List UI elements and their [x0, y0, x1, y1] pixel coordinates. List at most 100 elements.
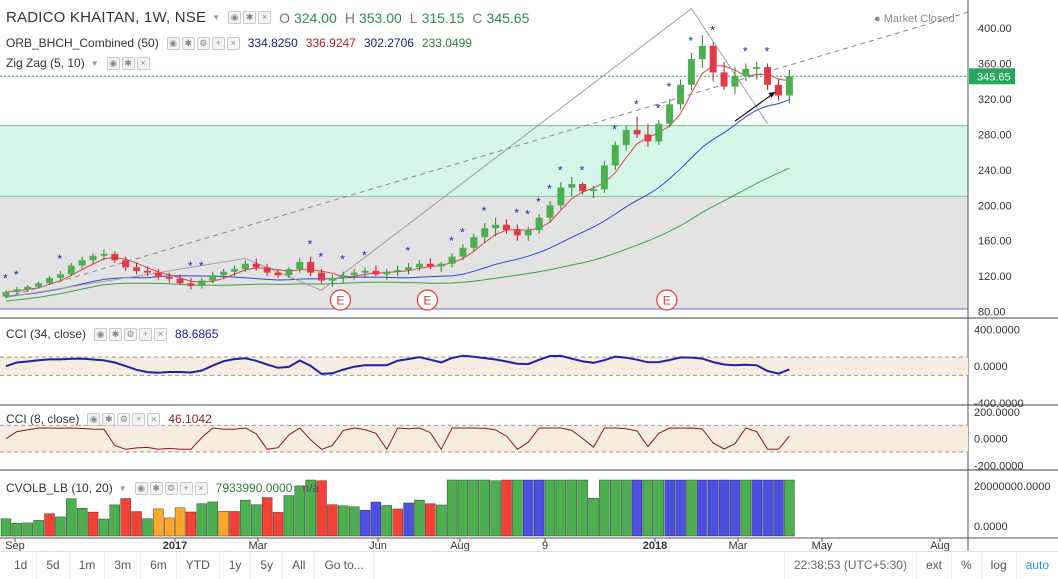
volume-bar	[751, 479, 762, 537]
cci8-controls[interactable]: ◉ ✱ ⚙ + ×	[87, 412, 161, 426]
plus-icon[interactable]: +	[211, 36, 225, 50]
plus-icon[interactable]: +	[179, 481, 193, 495]
zigzag-controls[interactable]: ◉ ✱ ×	[106, 56, 150, 70]
cvol-label[interactable]: CVOLB_LB (10, 20)	[6, 481, 113, 495]
signal-star-icon: *	[710, 23, 715, 37]
eye-icon[interactable]: ◉	[134, 481, 148, 495]
volume-bar	[740, 479, 752, 537]
zigzag-legend[interactable]: Zig Zag (5, 10) ▼ ◉ ✱ ×	[6, 56, 154, 70]
chevron-down-icon[interactable]: ▼	[118, 483, 127, 493]
close-icon[interactable]: ×	[154, 327, 168, 341]
plus-icon[interactable]: +	[139, 327, 153, 341]
signal-star-icon: *	[308, 238, 313, 252]
orb-label[interactable]: ORB_BHCH_Combined (50)	[6, 36, 159, 50]
gear-icon[interactable]: ✱	[149, 481, 163, 495]
cci8-band	[0, 425, 968, 452]
plus-icon[interactable]: +	[132, 412, 146, 426]
volume-bar	[664, 479, 675, 537]
candle-body	[361, 270, 369, 273]
chart-svg[interactable]: * * * * * * * * * * * * * * * * * * * * * * * * * * * E E E 80.00 120.0…	[0, 0, 1058, 552]
signal-star-icon: *	[14, 268, 19, 282]
settings-icon[interactable]: ⚙	[164, 481, 178, 495]
signal-star-icon: *	[525, 208, 530, 222]
volume-bar	[729, 479, 741, 537]
candle-body	[448, 256, 456, 264]
candle-body	[590, 189, 598, 192]
signal-star-icon: *	[580, 163, 585, 177]
zigzag-label[interactable]: Zig Zag (5, 10)	[6, 56, 85, 70]
range-all[interactable]: All	[283, 552, 316, 579]
cci34-tick-label: 0.0000	[974, 361, 1008, 373]
candle-body	[307, 261, 315, 273]
close-icon[interactable]: ×	[136, 56, 150, 70]
chevron-down-icon[interactable]: ▼	[90, 58, 99, 68]
ext-button[interactable]: ext	[915, 552, 951, 579]
candle-body	[557, 187, 565, 206]
x-tick-label: Jun	[369, 540, 387, 551]
range-1y[interactable]: 1y	[220, 552, 252, 579]
volume-bar	[566, 479, 577, 537]
volume-bar	[185, 511, 197, 537]
candle-body	[470, 237, 478, 248]
close-value: 345.65	[486, 9, 530, 26]
range-buttons: 1d 5d 1m 3m 6m YTD 1y 5y All Go to...	[0, 552, 374, 579]
eye-icon[interactable]: ◉	[228, 11, 242, 24]
eye-icon[interactable]: ◉	[87, 412, 101, 426]
range-5d[interactable]: 5d	[37, 552, 70, 579]
gear-icon[interactable]: ✱	[102, 412, 116, 426]
settings-icon[interactable]: ⚙	[196, 36, 210, 50]
gear-icon[interactable]: ✱	[109, 327, 123, 341]
log-button[interactable]: log	[980, 552, 1016, 579]
eye-icon[interactable]: ◉	[106, 56, 120, 70]
gear-icon[interactable]: ✱	[121, 56, 135, 70]
candle-body	[318, 272, 326, 281]
close-label: C	[472, 9, 483, 26]
settings-icon[interactable]: ⚙	[117, 412, 131, 426]
close-icon[interactable]: ×	[194, 481, 208, 495]
arrow-line	[734, 91, 776, 122]
eye-icon[interactable]: ◉	[94, 327, 108, 341]
range-1m[interactable]: 1m	[70, 552, 106, 579]
cvol-controls[interactable]: ◉ ✱ ⚙ + ×	[134, 481, 208, 495]
orb-legend[interactable]: ORB_BHCH_Combined (50) ◉ ✱ ⚙ + × 334.8250 336…	[6, 36, 480, 50]
cci8-label[interactable]: CCI (8, close)	[6, 412, 80, 426]
cci34-controls[interactable]: ◉ ✱ ⚙ + ×	[94, 327, 168, 341]
close-icon[interactable]: ×	[226, 36, 240, 50]
series-controls[interactable]: ◉ ✱ ×	[228, 11, 272, 24]
range-1d[interactable]: 1d	[0, 552, 38, 579]
symbol-title[interactable]: RADICO KHAITAN, 1W, NSE	[6, 9, 207, 26]
close-icon[interactable]: ×	[258, 11, 272, 24]
clock-readout[interactable]: 22:38:53 (UTC+5:30)	[783, 552, 916, 579]
price-tick-label: 320.00	[978, 94, 1012, 106]
chevron-down-icon[interactable]: ▼	[212, 13, 221, 22]
x-tick-label: 9	[542, 540, 548, 551]
candle-body	[753, 67, 761, 69]
range-6m[interactable]: 6m	[141, 552, 177, 579]
auto-button[interactable]: auto	[1015, 552, 1058, 579]
signal-star-icon: *	[536, 195, 541, 209]
range-3m[interactable]: 3m	[105, 552, 142, 579]
low-value: 315.15	[421, 9, 465, 26]
settings-icon[interactable]: ⚙	[124, 327, 138, 341]
percent-button[interactable]: %	[950, 552, 981, 579]
eye-icon[interactable]: ◉	[166, 36, 180, 50]
volume-bar	[272, 512, 284, 537]
range-goto[interactable]: Go to...	[315, 552, 374, 579]
range-ytd[interactable]: YTD	[177, 552, 220, 579]
gear-icon[interactable]: ✱	[181, 36, 195, 50]
gear-icon[interactable]: ✱	[243, 11, 257, 24]
candle-body	[709, 45, 717, 73]
cci8-legend[interactable]: CCI (8, close) ◉ ✱ ⚙ + × 46.1042	[6, 412, 212, 426]
range-5y[interactable]: 5y	[251, 552, 284, 579]
orb-controls[interactable]: ◉ ✱ ⚙ + ×	[166, 36, 240, 50]
cvol-legend[interactable]: CVOLB_LB (10, 20) ▼ ◉ ✱ ⚙ + × 7933990.0000 n/…	[6, 481, 319, 495]
close-icon[interactable]: ×	[147, 412, 161, 426]
zone-1	[0, 196, 968, 309]
candle-body	[764, 67, 772, 85]
cci34-legend[interactable]: CCI (34, close) ◉ ✱ ⚙ + × 88.6865	[6, 327, 218, 341]
cci34-label[interactable]: CCI (34, close)	[6, 327, 87, 341]
candle-body	[133, 267, 141, 271]
candle-body	[285, 269, 293, 276]
signal-star-icon: *	[656, 101, 661, 115]
